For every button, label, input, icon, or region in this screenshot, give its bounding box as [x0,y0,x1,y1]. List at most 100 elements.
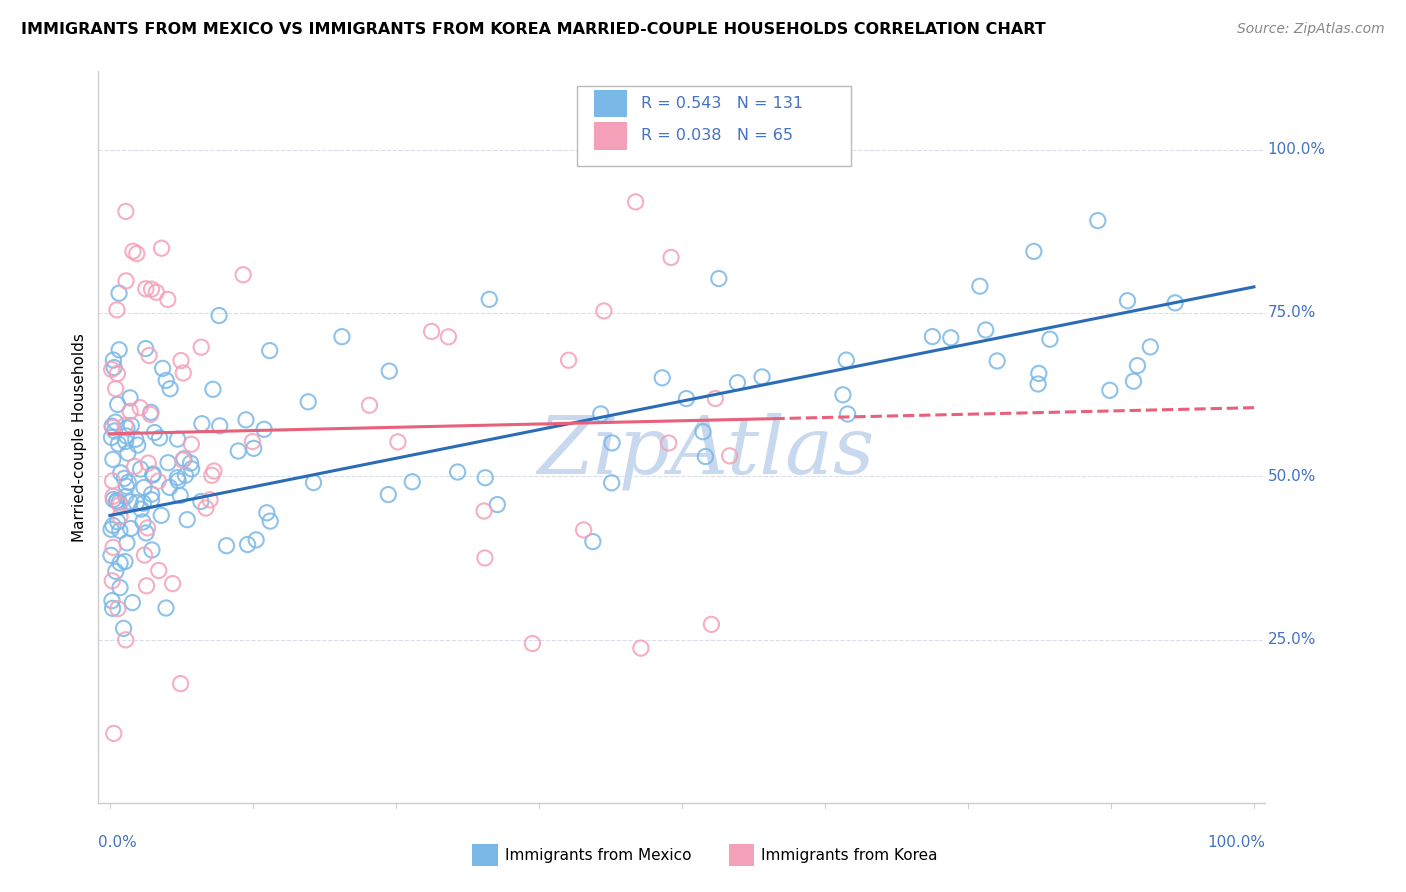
Point [101,489,124,503]
Point [718,449,741,463]
Point [420,325,443,339]
Point [108,286,131,301]
Point [107,515,129,529]
Text: 0.0%: 0.0% [98,836,138,850]
Point [112,621,135,635]
Point [1139,340,1161,354]
Point [141,492,163,507]
Point [446,465,468,479]
Point [115,479,138,493]
Point [180,456,202,470]
Point [127,438,149,452]
Point [108,524,131,538]
Point [105,367,128,381]
Point [108,581,131,595]
Point [103,353,125,368]
Text: 100.0%: 100.0% [1268,142,1326,157]
Point [478,293,501,307]
Point [704,392,727,406]
Point [108,509,131,524]
Point [118,391,141,405]
Point [600,436,623,450]
Text: R = 0.543   N = 131: R = 0.543 N = 131 [641,96,803,111]
Text: R = 0.038   N = 65: R = 0.038 N = 65 [641,128,793,144]
Point [108,556,131,570]
Point [101,419,124,434]
Point [114,490,136,504]
Point [129,502,152,516]
Point [474,551,496,566]
Point [101,452,124,467]
Point [245,533,267,547]
Point [359,398,381,412]
Point [155,373,177,387]
Point [235,413,257,427]
Point [150,241,173,255]
Point [101,574,124,588]
Point [180,462,202,476]
Point [378,364,401,378]
Point [986,354,1008,368]
Point [104,415,127,429]
Point [159,382,181,396]
Point [114,434,136,449]
Point [110,466,132,480]
Point [105,494,128,508]
Point [155,601,177,615]
Point [190,340,212,354]
Point [201,468,224,483]
FancyBboxPatch shape [595,122,627,150]
Point [124,459,146,474]
Point [114,555,136,569]
Point [143,425,166,440]
Point [166,432,188,446]
Point [100,362,122,376]
Point [120,404,142,418]
Point [969,279,991,293]
Point [201,382,224,396]
Point [176,513,198,527]
Point [208,309,231,323]
Point [297,394,319,409]
Point [173,451,195,466]
Point [302,475,325,490]
Point [202,464,225,478]
Point [150,508,173,523]
Point [107,397,129,411]
Point [259,514,281,528]
Point [208,418,231,433]
Point [115,536,138,550]
Point [108,343,131,357]
Point [921,329,943,343]
FancyBboxPatch shape [728,845,754,866]
Point [115,274,138,288]
Point [215,539,238,553]
Point [105,494,128,508]
Point [100,522,122,536]
Point [974,323,997,337]
Point [103,360,125,375]
Point [377,487,399,501]
Point [122,244,145,259]
Point [387,434,409,449]
Point [172,366,194,380]
Point [120,522,142,536]
Point [651,371,673,385]
Point [242,434,264,449]
Point [939,331,962,345]
Point [162,576,184,591]
Point [107,437,129,451]
Point [101,474,124,488]
Point [129,401,152,415]
Point [135,579,157,593]
Point [114,204,136,219]
Point [117,446,139,460]
Point [148,431,170,445]
Point [141,543,163,558]
Point [103,492,125,507]
Point [156,456,179,470]
Point [474,471,496,485]
Point [582,534,605,549]
Point [148,474,170,488]
Point [401,475,423,489]
